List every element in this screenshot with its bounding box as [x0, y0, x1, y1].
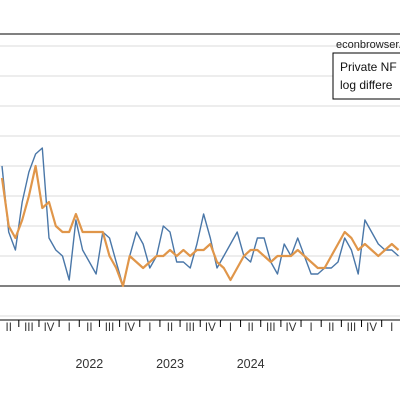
- x-tick-label: IV: [286, 322, 297, 334]
- year-label: 2024: [237, 357, 265, 371]
- x-tick-label: III: [24, 322, 34, 334]
- x-axis-ticks: [18, 320, 383, 327]
- x-tick-label: I: [310, 322, 313, 334]
- x-tick-label: II: [167, 322, 173, 334]
- x-tick-label: II: [247, 322, 253, 334]
- x-tick-label: I: [229, 322, 232, 334]
- source-label: econbrowser.: [336, 39, 400, 51]
- gridlines: [0, 45, 400, 317]
- x-tick-label: I: [148, 322, 151, 334]
- series-line-2: [0, 164, 400, 288]
- x-tick-label: II: [6, 322, 12, 334]
- x-tick-label: IV: [205, 322, 216, 334]
- x-tick-label: I: [68, 322, 71, 334]
- x-tick-label: IV: [366, 322, 377, 334]
- legend-text-line-1: Private NF: [340, 60, 397, 74]
- x-tick-label: II: [86, 322, 92, 334]
- x-tick-label: III: [266, 322, 276, 334]
- x-tick-label: IV: [44, 322, 55, 334]
- x-tick-label: IV: [124, 322, 135, 334]
- x-tick-label: III: [185, 322, 195, 334]
- year-label: 2023: [156, 357, 184, 371]
- x-tick-label: III: [105, 322, 115, 334]
- series-line-1: [1, 147, 399, 287]
- x-tick-label: II: [328, 322, 334, 334]
- x-axis-labels: II III IV I II III IV I II III IV I II III IV I II III IV I…: [6, 322, 394, 334]
- year-labels: 2022 2023 2024: [75, 357, 264, 371]
- legend-frame: [332, 52, 400, 100]
- x-tick-label: I: [390, 322, 393, 334]
- legend-box: Private NF log differe: [332, 52, 400, 100]
- series-layer: [0, 147, 400, 288]
- x-tick-label: III: [347, 322, 357, 334]
- year-label: 2022: [75, 357, 103, 371]
- legend-text-line-2: log differe: [340, 78, 393, 92]
